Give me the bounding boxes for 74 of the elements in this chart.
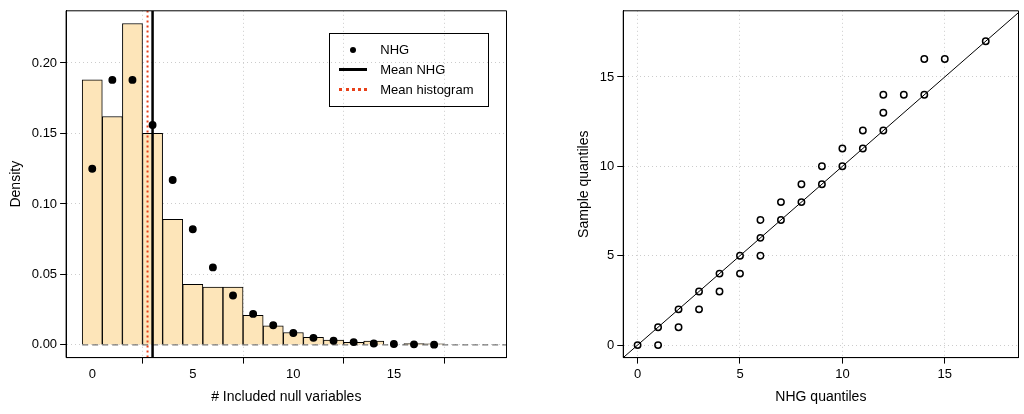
point <box>777 198 785 207</box>
y-tick-label: 10 <box>599 157 615 173</box>
point <box>756 233 765 242</box>
legend-label: Mean histogram <box>380 82 474 98</box>
y-tick-label: 15 <box>599 68 615 84</box>
x-axis-title: NHG quantiles <box>775 388 867 405</box>
point <box>858 144 867 153</box>
point <box>349 338 358 347</box>
point <box>879 126 888 135</box>
x-tick-label: 10 <box>835 365 850 381</box>
point <box>940 55 949 64</box>
y-tick-label: 0.05 <box>31 266 58 281</box>
point <box>633 341 642 350</box>
point <box>208 263 217 272</box>
point <box>756 251 765 260</box>
point <box>695 305 703 314</box>
y-tick-label: 0.10 <box>31 195 58 211</box>
point <box>920 55 929 64</box>
point <box>715 287 724 296</box>
y-tick-label: 0.00 <box>31 336 58 352</box>
point <box>920 90 929 99</box>
point <box>289 328 298 337</box>
point <box>838 162 847 171</box>
point <box>389 340 398 349</box>
legend-label: Mean NHG <box>380 62 446 78</box>
point <box>777 216 785 224</box>
legend-label: NHG <box>380 42 410 58</box>
point <box>817 162 826 171</box>
point <box>229 291 237 300</box>
point <box>981 37 990 46</box>
point <box>654 341 663 350</box>
x-tick-label: 0 <box>88 365 96 381</box>
x-tick-label: 15 <box>386 365 402 381</box>
point <box>879 108 888 117</box>
point <box>879 90 888 99</box>
point <box>674 305 683 314</box>
point <box>269 321 278 330</box>
y-axis-title: Density <box>7 160 24 208</box>
x-tick-label: 5 <box>189 365 197 381</box>
point <box>309 333 318 342</box>
point <box>797 180 806 189</box>
point <box>817 180 826 189</box>
point <box>695 287 703 296</box>
y-axis-title: Sample quantiles <box>575 130 592 238</box>
point <box>654 323 663 332</box>
x-tick-label: 15 <box>937 365 953 381</box>
point <box>736 269 744 278</box>
point <box>430 340 439 349</box>
point <box>188 225 197 234</box>
point <box>88 164 97 173</box>
x-tick-label: 5 <box>736 365 744 381</box>
y-tick-label: 0.20 <box>31 54 58 70</box>
point <box>410 340 418 349</box>
point <box>148 121 157 129</box>
y-tick-label: 0 <box>607 336 615 352</box>
y-tick-label: 5 <box>607 247 615 263</box>
point <box>858 126 867 135</box>
point <box>756 216 765 224</box>
x-tick-label: 0 <box>633 365 642 381</box>
y-tick-label: 0.15 <box>31 125 58 141</box>
x-tick-label: 10 <box>286 365 301 381</box>
point <box>128 75 137 84</box>
point <box>329 336 338 345</box>
x-axis-title: # Included null variables <box>211 388 362 405</box>
point <box>108 75 117 84</box>
point <box>674 323 683 332</box>
point <box>797 198 806 207</box>
point <box>369 339 378 348</box>
point <box>715 269 724 278</box>
point <box>899 90 908 99</box>
point <box>736 251 744 260</box>
point <box>838 144 847 153</box>
point <box>168 176 177 184</box>
point <box>249 309 258 318</box>
